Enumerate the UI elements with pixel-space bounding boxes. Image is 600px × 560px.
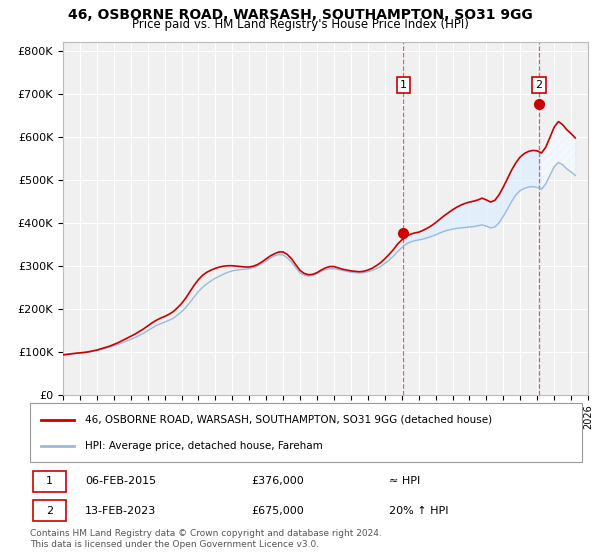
Text: ≈ HPI: ≈ HPI: [389, 476, 420, 486]
FancyBboxPatch shape: [30, 403, 582, 462]
Text: 1: 1: [46, 476, 53, 486]
Text: 20% ↑ HPI: 20% ↑ HPI: [389, 506, 448, 516]
Text: £675,000: £675,000: [251, 506, 304, 516]
FancyBboxPatch shape: [33, 500, 66, 521]
Text: £376,000: £376,000: [251, 476, 304, 486]
Text: 2: 2: [46, 506, 53, 516]
Text: HPI: Average price, detached house, Fareham: HPI: Average price, detached house, Fare…: [85, 441, 323, 451]
Text: Contains HM Land Registry data © Crown copyright and database right 2024.
This d: Contains HM Land Registry data © Crown c…: [30, 529, 382, 549]
FancyBboxPatch shape: [33, 470, 66, 492]
Text: 46, OSBORNE ROAD, WARSASH, SOUTHAMPTON, SO31 9GG: 46, OSBORNE ROAD, WARSASH, SOUTHAMPTON, …: [68, 8, 532, 22]
Text: 06-FEB-2015: 06-FEB-2015: [85, 476, 157, 486]
Text: 46, OSBORNE ROAD, WARSASH, SOUTHAMPTON, SO31 9GG (detached house): 46, OSBORNE ROAD, WARSASH, SOUTHAMPTON, …: [85, 414, 493, 424]
Text: 13-FEB-2023: 13-FEB-2023: [85, 506, 157, 516]
Text: 1: 1: [400, 80, 407, 90]
Text: 2: 2: [535, 80, 542, 90]
Text: Price paid vs. HM Land Registry's House Price Index (HPI): Price paid vs. HM Land Registry's House …: [131, 18, 469, 31]
